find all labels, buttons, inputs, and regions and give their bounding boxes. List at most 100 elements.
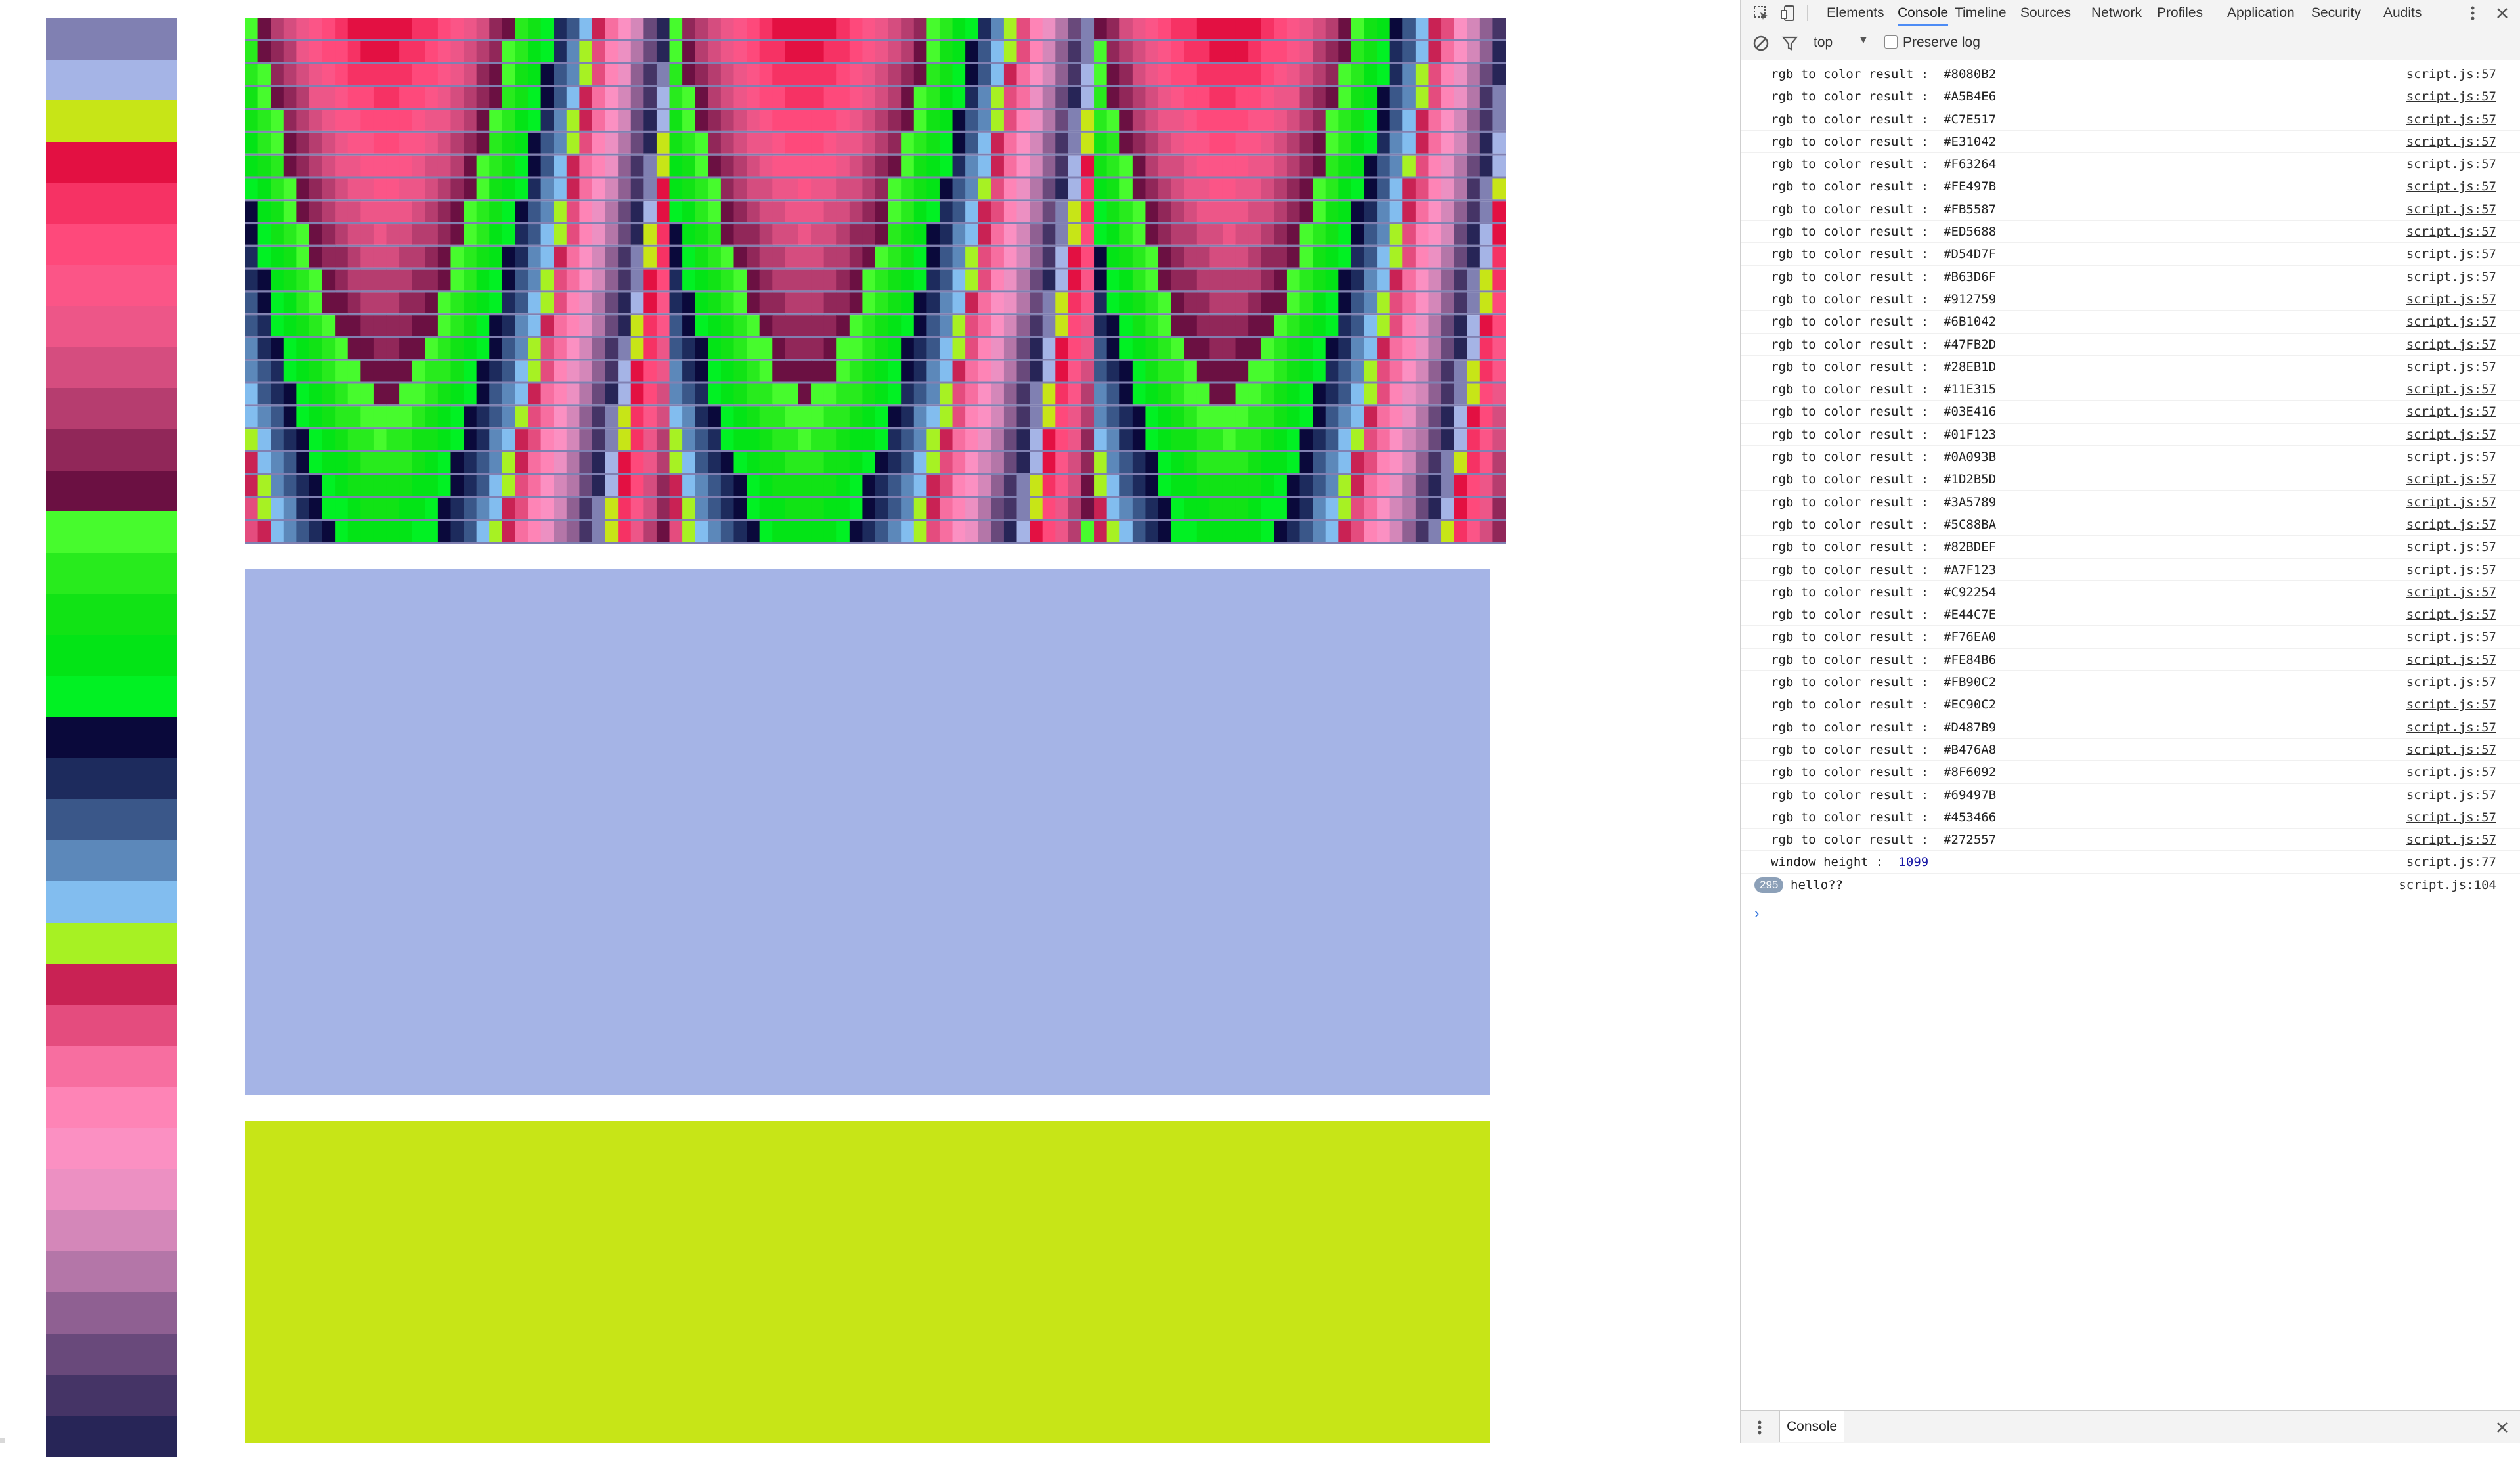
tab-audits[interactable]: Audits — [2383, 5, 2422, 20]
clear-console-icon[interactable] — [1752, 34, 1770, 53]
source-link[interactable]: script.js:57 — [2406, 607, 2496, 622]
pattern-cell — [849, 269, 863, 291]
source-link[interactable]: script.js:57 — [2406, 517, 2496, 532]
pattern-cell — [1132, 87, 1146, 108]
pattern-cell — [1479, 360, 1494, 382]
source-link[interactable]: script.js:77 — [2406, 855, 2496, 870]
source-link[interactable]: script.js:57 — [2406, 630, 2496, 645]
pattern-row-divider — [245, 108, 1506, 110]
filter-icon[interactable] — [1781, 34, 1799, 53]
pattern-cell — [785, 178, 799, 200]
more-options-icon[interactable] — [2464, 4, 2482, 22]
pattern-cell — [747, 521, 760, 542]
source-link[interactable]: script.js:57 — [2406, 337, 2496, 352]
source-link[interactable]: script.js:57 — [2406, 134, 2496, 149]
pattern-cell — [772, 498, 786, 519]
source-link[interactable]: script.js:57 — [2406, 225, 2496, 240]
source-link[interactable]: script.js:57 — [2406, 157, 2496, 172]
context-selector[interactable]: top — [1814, 35, 1833, 50]
pattern-cell — [1158, 292, 1172, 314]
source-link[interactable]: script.js:57 — [2406, 67, 2496, 81]
close-drawer-icon[interactable] — [2493, 1418, 2511, 1437]
source-link[interactable]: script.js:57 — [2406, 472, 2496, 487]
pattern-cell — [785, 406, 799, 428]
inspect-element-icon[interactable] — [1752, 4, 1770, 22]
tab-profiles[interactable]: Profiles — [2157, 5, 2204, 20]
source-link[interactable]: script.js:57 — [2406, 202, 2496, 217]
pattern-cell — [579, 269, 593, 291]
pattern-cell — [489, 201, 503, 223]
console-prompt[interactable]: › — [1754, 905, 1760, 921]
source-link[interactable]: script.js:57 — [2406, 742, 2496, 757]
pattern-cell — [399, 337, 413, 359]
pattern-cell — [875, 87, 889, 108]
source-link[interactable]: script.js:57 — [2406, 247, 2496, 262]
pattern-cell — [1325, 41, 1339, 62]
pattern-cell — [913, 383, 927, 405]
source-link[interactable]: script.js:57 — [2406, 584, 2496, 599]
pattern-cell — [1145, 337, 1159, 359]
source-link[interactable]: script.js:57 — [2406, 833, 2496, 848]
device-toolbar-icon[interactable] — [1779, 4, 1798, 22]
pattern-cell — [720, 18, 735, 39]
tab-console[interactable]: Console — [1898, 0, 1949, 26]
source-link[interactable]: script.js:57 — [2406, 720, 2496, 735]
tab-elements[interactable]: Elements — [1827, 5, 1884, 20]
pattern-cell — [1389, 452, 1403, 473]
pattern-cell — [695, 337, 708, 359]
tab-security[interactable]: Security — [2311, 5, 2361, 20]
tab-timeline[interactable]: Timeline — [1955, 5, 2007, 20]
pattern-cell — [1055, 521, 1069, 542]
pattern-cell — [1003, 224, 1018, 245]
pattern-cell — [489, 315, 503, 336]
tab-sources[interactable]: Sources — [2020, 5, 2072, 20]
tab-application[interactable]: Application — [2227, 5, 2295, 20]
source-link[interactable]: script.js:57 — [2406, 359, 2496, 374]
source-link[interactable]: script.js:57 — [2406, 269, 2496, 284]
source-link[interactable]: script.js:57 — [2406, 562, 2496, 577]
pattern-cell — [939, 64, 953, 85]
source-link[interactable]: script.js:57 — [2406, 112, 2496, 127]
pattern-cell — [926, 269, 940, 291]
preserve-log-checkbox[interactable] — [1884, 35, 1898, 49]
pattern-cell — [360, 201, 374, 223]
pattern-cell — [347, 429, 361, 450]
pattern-cell — [335, 18, 349, 39]
pattern-cell — [1441, 315, 1455, 336]
pattern-cell — [412, 41, 425, 62]
pattern-cell — [952, 521, 966, 542]
source-link[interactable]: script.js:57 — [2406, 652, 2496, 667]
source-link[interactable]: script.js:57 — [2406, 810, 2496, 825]
source-link[interactable]: script.js:104 — [2399, 877, 2496, 892]
pattern-cell — [437, 18, 452, 39]
pattern-cell — [1145, 201, 1159, 223]
source-link[interactable]: script.js:57 — [2406, 765, 2496, 780]
chevron-down-icon[interactable]: ▼ — [1858, 35, 1869, 46]
pattern-cell — [1055, 87, 1069, 108]
pattern-cell — [386, 429, 400, 450]
pattern-cell — [1016, 498, 1030, 519]
source-link[interactable]: script.js:57 — [2406, 382, 2496, 397]
log-prefix: rgb to color result : — [1771, 494, 1929, 510]
pattern-cell — [849, 178, 863, 200]
source-link[interactable]: script.js:57 — [2406, 179, 2496, 194]
source-link[interactable]: script.js:57 — [2406, 540, 2496, 555]
drawer-tab-console[interactable]: Console — [1779, 1411, 1845, 1442]
pattern-cell — [1119, 87, 1133, 108]
source-link[interactable]: script.js:57 — [2406, 494, 2496, 510]
source-link[interactable]: script.js:57 — [2406, 787, 2496, 802]
source-link[interactable]: script.js:57 — [2406, 427, 2496, 442]
pattern-cell — [1377, 383, 1391, 405]
source-link[interactable]: script.js:57 — [2406, 292, 2496, 307]
source-link[interactable]: script.js:57 — [2406, 404, 2496, 420]
pattern-cell — [373, 41, 387, 62]
source-link[interactable]: script.js:57 — [2406, 450, 2496, 465]
tab-network[interactable]: Network — [2091, 5, 2142, 20]
source-link[interactable]: script.js:57 — [2406, 697, 2496, 712]
source-link[interactable]: script.js:57 — [2406, 89, 2496, 104]
source-link[interactable]: script.js:57 — [2406, 315, 2496, 330]
drawer-menu-icon[interactable] — [1750, 1418, 1769, 1437]
pattern-cell — [823, 155, 837, 177]
close-icon[interactable] — [2493, 4, 2511, 22]
source-link[interactable]: script.js:57 — [2406, 675, 2496, 690]
